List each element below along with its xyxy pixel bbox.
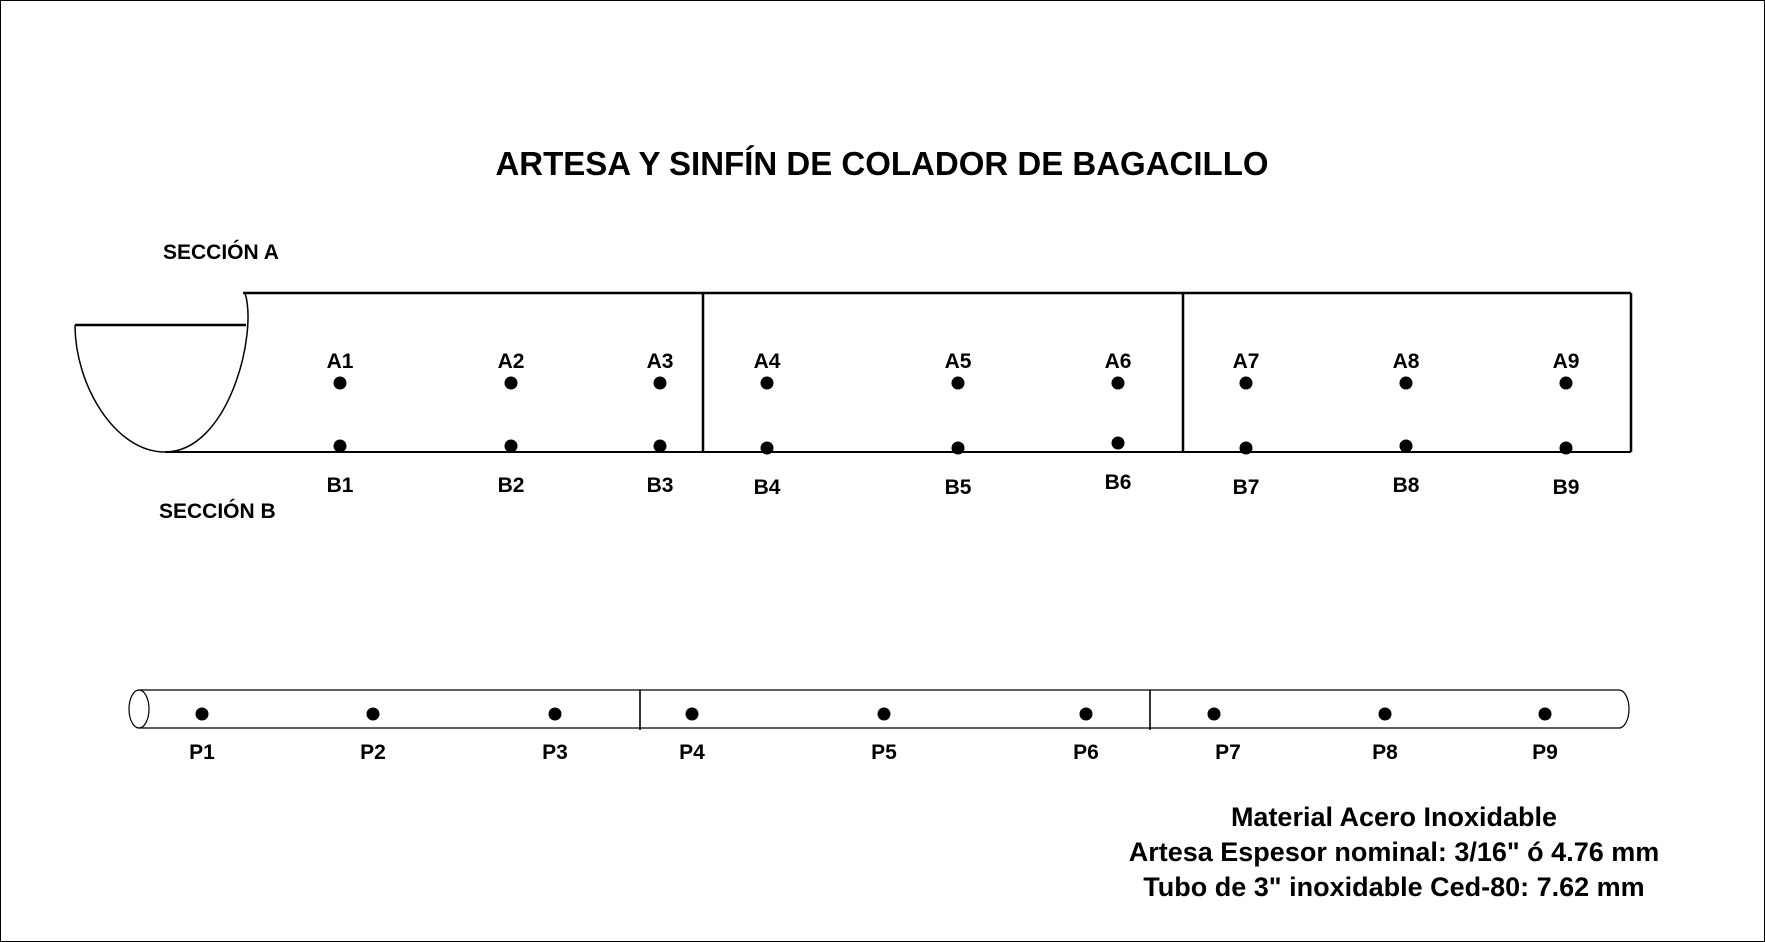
trough-thickness-note: Artesa Espesor nominal: 3/16" ó 4.76 mm (1129, 837, 1660, 867)
point-a7-dot (1239, 376, 1253, 390)
point-p5-dot (877, 707, 891, 721)
point-a8-dot (1399, 376, 1413, 390)
material-note: Material Acero Inoxidable (1231, 802, 1557, 832)
trough-end-curve-left (74, 324, 166, 453)
point-p6-label: P6 (1073, 741, 1099, 764)
point-p3-dot (548, 707, 562, 721)
point-a8-label: A8 (1393, 350, 1420, 373)
point-p1-label: P1 (189, 741, 215, 764)
point-a5-dot (951, 376, 965, 390)
point-b2-label: B2 (498, 474, 525, 497)
section-b-label: SECCIÓN B (159, 499, 276, 523)
point-b5-dot (951, 441, 965, 455)
point-a6-dot (1111, 376, 1125, 390)
point-b6-label: B6 (1105, 471, 1132, 494)
point-a3-label: A3 (647, 350, 674, 373)
trough-outline (74, 291, 1633, 453)
point-a9-label: A9 (1553, 350, 1580, 373)
point-a6-label: A6 (1105, 350, 1132, 373)
point-b2-dot (504, 439, 518, 453)
shaft-outline (128, 689, 1630, 730)
point-p9-label: P9 (1532, 741, 1558, 764)
point-p2-dot (366, 707, 380, 721)
point-b3-label: B3 (647, 474, 674, 497)
section-a-points: A1 A2 A3 A4 A5 A6 A7 A8 A9 (327, 350, 1580, 390)
point-b5-label: B5 (945, 476, 972, 499)
point-a2-label: A2 (498, 350, 525, 373)
point-a1-dot (333, 376, 347, 390)
point-a9-dot (1559, 376, 1573, 390)
point-p8-dot (1378, 707, 1392, 721)
point-b7-dot (1239, 441, 1253, 455)
point-p5-label: P5 (871, 741, 897, 764)
point-b8-label: B8 (1393, 474, 1420, 497)
point-a5-label: A5 (945, 350, 972, 373)
point-p9-dot (1538, 707, 1552, 721)
point-a4-dot (760, 376, 774, 390)
point-p1-dot (195, 707, 209, 721)
point-b1-dot (333, 439, 347, 453)
drawing-title: ARTESA Y SINFÍN DE COLADOR DE BAGACILLO (495, 145, 1268, 182)
trough-end-curve-right (164, 292, 249, 453)
point-b1-label: B1 (327, 474, 354, 497)
point-b7-label: B7 (1233, 476, 1260, 499)
point-a4-label: A4 (754, 350, 781, 373)
point-b4-label: B4 (754, 476, 781, 499)
shaft-points: P1 P2 P3 P4 P5 P6 P7 P8 P9 (189, 707, 1558, 764)
point-b6-dot (1111, 436, 1125, 450)
point-p7-label: P7 (1215, 741, 1241, 764)
point-b3-dot (653, 439, 667, 453)
point-a3-dot (653, 376, 667, 390)
section-b-points: B1 B2 B3 B4 B5 B6 B7 B8 B9 (327, 436, 1580, 499)
point-b9-label: B9 (1553, 476, 1580, 499)
point-a2-dot (504, 376, 518, 390)
point-p6-dot (1079, 707, 1093, 721)
point-a7-label: A7 (1233, 350, 1260, 373)
point-p2-label: P2 (360, 741, 386, 764)
point-b4-dot (760, 441, 774, 455)
shaft-end-ellipse (128, 689, 150, 729)
shaft-right-end (1618, 689, 1630, 729)
point-p8-label: P8 (1372, 741, 1398, 764)
point-p3-label: P3 (542, 741, 568, 764)
point-a1-label: A1 (327, 350, 354, 373)
tube-spec-note: Tubo de 3" inoxidable Ced-80: 7.62 mm (1143, 872, 1644, 902)
section-a-label: SECCIÓN A (163, 240, 279, 264)
point-p7-dot (1207, 707, 1221, 721)
point-p4-dot (685, 707, 699, 721)
point-b9-dot (1559, 441, 1573, 455)
point-p4-label: P4 (679, 741, 705, 764)
point-b8-dot (1399, 439, 1413, 453)
